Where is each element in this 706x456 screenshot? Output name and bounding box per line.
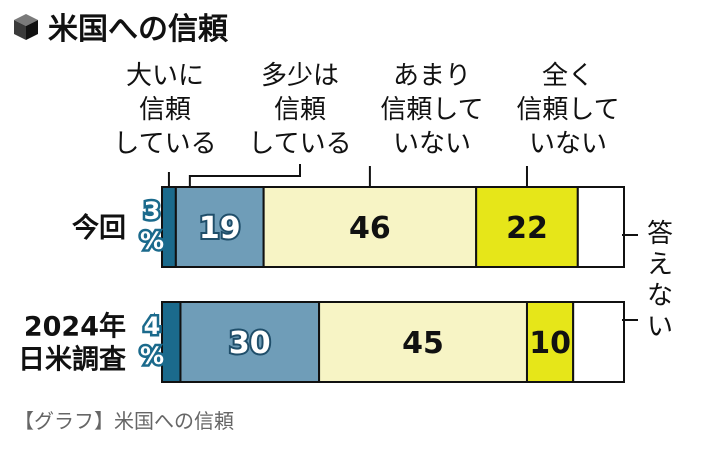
data-label: 4 (144, 312, 161, 340)
legend-label: 信頼して (380, 95, 483, 125)
data-label: 22 (506, 211, 548, 246)
legend-label: いない (529, 129, 607, 159)
legend-label: 多少は (261, 61, 339, 91)
cube-icon (14, 14, 38, 40)
legend-label: している (113, 129, 216, 159)
data-label: 30 (229, 326, 271, 361)
bar-segment (174, 186, 265, 268)
bar-segment (318, 301, 528, 383)
chart-caption: 【グラフ】米国への信頼 (14, 409, 234, 433)
chart-title-group: 米国への信頼 (14, 12, 229, 47)
data-label: % (140, 227, 164, 255)
data-label: % (140, 342, 164, 370)
no-answer-label: え (647, 250, 673, 280)
no-answer-label: 答 (647, 219, 673, 249)
legend-label: 信頼して (516, 95, 619, 125)
data-label: 3 (144, 197, 161, 225)
legend-label: いない (393, 129, 471, 159)
legend-label: 信頼 (139, 95, 191, 125)
bars-group (161, 186, 625, 383)
data-label: 46 (349, 211, 391, 246)
bar-segment (161, 186, 177, 268)
legend-label: している (248, 129, 351, 159)
data-label: 10 (529, 326, 571, 361)
category-label: 今回 (72, 212, 126, 244)
category-label: 日米調査 (18, 344, 126, 376)
legend-label: あまり (393, 61, 471, 91)
legend-label: 信頼 (274, 95, 326, 125)
bar-segment (525, 301, 575, 383)
bar-segment (572, 301, 625, 383)
chart-title: 米国への信頼 (48, 12, 229, 47)
legend-label: 大いに (126, 61, 204, 91)
data-label: 19 (199, 211, 241, 246)
bar-segment (161, 301, 182, 383)
legend-label: 全く (542, 61, 594, 91)
legend-connector (188, 164, 301, 187)
bar-segment (576, 186, 625, 268)
category-label: 2024年 (24, 311, 126, 343)
no-answer-label: い (647, 312, 673, 342)
data-label: 45 (402, 326, 444, 361)
no-answer-label: な (647, 281, 673, 311)
bar-segment (262, 186, 478, 268)
